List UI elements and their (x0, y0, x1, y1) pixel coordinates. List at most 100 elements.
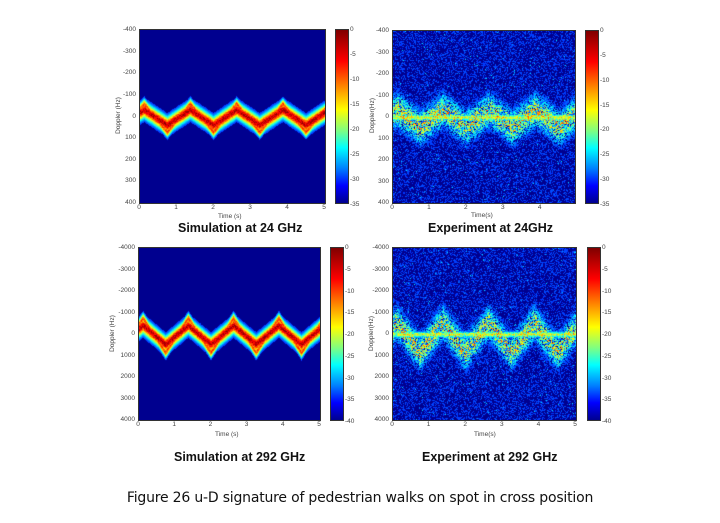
colorbar-tick-label: -15 (345, 309, 355, 317)
y-tick-label: 400 (378, 199, 389, 206)
colorbar-tick-label: 0 (345, 244, 349, 251)
colorbar (585, 30, 599, 204)
y-tick-label: 0 (131, 330, 135, 337)
y-tick-label: -1000 (372, 308, 389, 316)
x-tick-label: 3 (248, 204, 252, 211)
x-tick-label: 4 (537, 204, 542, 211)
x-tick-label: 2 (211, 204, 215, 211)
colorbar-tick-label: -40 (345, 418, 355, 425)
y-tick-label: 300 (125, 177, 136, 185)
colorbar-tick-label: -35 (602, 396, 612, 404)
y-tick-label: -3000 (118, 265, 135, 273)
colorbar-tick-label: -25 (350, 151, 360, 158)
spectrogram-plot (392, 247, 577, 421)
y-tick-label: 100 (378, 134, 389, 142)
colorbar-tick-label: -5 (350, 51, 356, 58)
x-tick-label: 5 (322, 204, 326, 211)
spectrogram-plot (138, 247, 321, 421)
x-tick-label: 3 (244, 421, 249, 428)
colorbar-tick-label: -30 (600, 176, 610, 184)
spectrogram-canvas (139, 248, 320, 420)
x-tick-label: 3 (499, 421, 504, 428)
y-tick-label: 3000 (374, 394, 389, 402)
colorbar-tick-label: -35 (350, 201, 360, 208)
x-tick-label: 3 (500, 204, 505, 211)
x-tick-label: 1 (174, 204, 178, 211)
y-tick-label: 1000 (374, 351, 389, 359)
colorbar-tick-label: 0 (602, 244, 606, 251)
colorbar-tick-label: -20 (350, 126, 360, 133)
x-tick-label: 2 (464, 204, 468, 211)
y-tick-label: -4000 (372, 244, 389, 251)
x-tick-label: 0 (137, 204, 141, 211)
colorbar-tick-label: -35 (600, 201, 610, 208)
x-axis-label: Time(s) (471, 212, 493, 219)
colorbar (330, 247, 344, 421)
panel-caption: Experiment at 292 GHz (422, 450, 558, 464)
x-axis-label: Time (s) (218, 213, 242, 220)
x-axis-label: Time (s) (215, 431, 239, 438)
y-tick-label: 0 (385, 330, 389, 337)
colorbar-tick-label: -5 (600, 51, 606, 59)
x-tick-label: 0 (390, 421, 394, 428)
x-tick-label: 1 (172, 421, 176, 428)
y-tick-label: -400 (375, 27, 389, 34)
y-tick-label: -300 (375, 48, 389, 56)
y-tick-label: 300 (378, 177, 389, 185)
colorbar-tick-label: -15 (600, 101, 610, 109)
colorbar-tick-label: -25 (602, 352, 612, 360)
y-tick-label: -400 (122, 26, 136, 33)
y-tick-label: 200 (378, 156, 389, 163)
y-tick-label: 400 (125, 199, 136, 206)
colorbar-tick-label: -25 (600, 151, 610, 159)
y-tick-label: 0 (385, 113, 389, 120)
y-tick-label: 4000 (120, 416, 135, 423)
spectrogram-canvas (393, 248, 576, 420)
colorbar-tick-label: -15 (350, 101, 360, 108)
x-tick-label: 2 (208, 421, 213, 428)
colorbar-tick-label: 0 (350, 26, 354, 33)
colorbar-tick-label: -25 (345, 352, 355, 360)
colorbar-tick-label: -20 (602, 331, 612, 338)
x-tick-label: 1 (427, 204, 431, 211)
x-tick-label: 4 (280, 421, 285, 428)
x-tick-label: 4 (285, 204, 289, 211)
x-tick-label: 5 (317, 421, 321, 428)
panel-caption: Simulation at 24 GHz (178, 221, 303, 235)
x-tick-label: 0 (136, 421, 140, 428)
colorbar (587, 247, 601, 421)
y-tick-label: 2000 (120, 373, 135, 380)
y-tick-label: -100 (375, 91, 389, 99)
x-axis-label: Time(s) (474, 431, 496, 438)
colorbar-tick-label: -20 (600, 126, 610, 134)
x-tick-label: 4 (536, 421, 541, 428)
y-tick-label: 0 (132, 112, 136, 120)
spectrogram-plot (139, 29, 326, 204)
colorbar (335, 29, 349, 204)
colorbar-tick-label: 0 (600, 27, 604, 34)
y-tick-label: 2000 (374, 373, 389, 380)
colorbar-tick-label: -10 (345, 287, 355, 295)
y-tick-label: -300 (122, 47, 136, 55)
spectrogram-canvas (393, 31, 575, 203)
y-tick-label: 100 (125, 134, 136, 142)
colorbar-tick-label: -30 (345, 374, 355, 382)
y-tick-label: -4000 (118, 244, 135, 251)
panel-caption: Experiment at 24GHz (428, 221, 554, 235)
colorbar-tick-label: -10 (350, 76, 360, 83)
colorbar-tick-label: -5 (602, 265, 608, 273)
y-tick-label: 3000 (120, 394, 135, 402)
y-tick-label: -200 (375, 70, 389, 77)
colorbar-tick-label: -15 (602, 309, 612, 317)
x-tick-label: 0 (390, 204, 394, 211)
y-tick-label: 1000 (120, 351, 135, 359)
y-tick-label: 200 (125, 155, 136, 163)
colorbar-tick-label: -35 (345, 396, 355, 404)
spectrogram-plot (392, 30, 576, 204)
colorbar-tick-label: -30 (350, 176, 360, 183)
spectrogram-canvas (140, 30, 325, 203)
colorbar-tick-label: -20 (345, 331, 355, 338)
y-tick-label: -2000 (118, 287, 135, 294)
y-tick-label: -3000 (372, 265, 389, 273)
colorbar-tick-label: -5 (345, 265, 351, 273)
